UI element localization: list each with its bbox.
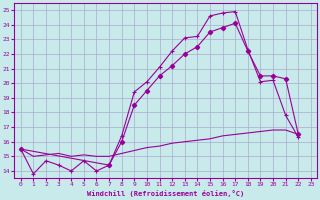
X-axis label: Windchill (Refroidissement éolien,°C): Windchill (Refroidissement éolien,°C) xyxy=(87,190,244,197)
